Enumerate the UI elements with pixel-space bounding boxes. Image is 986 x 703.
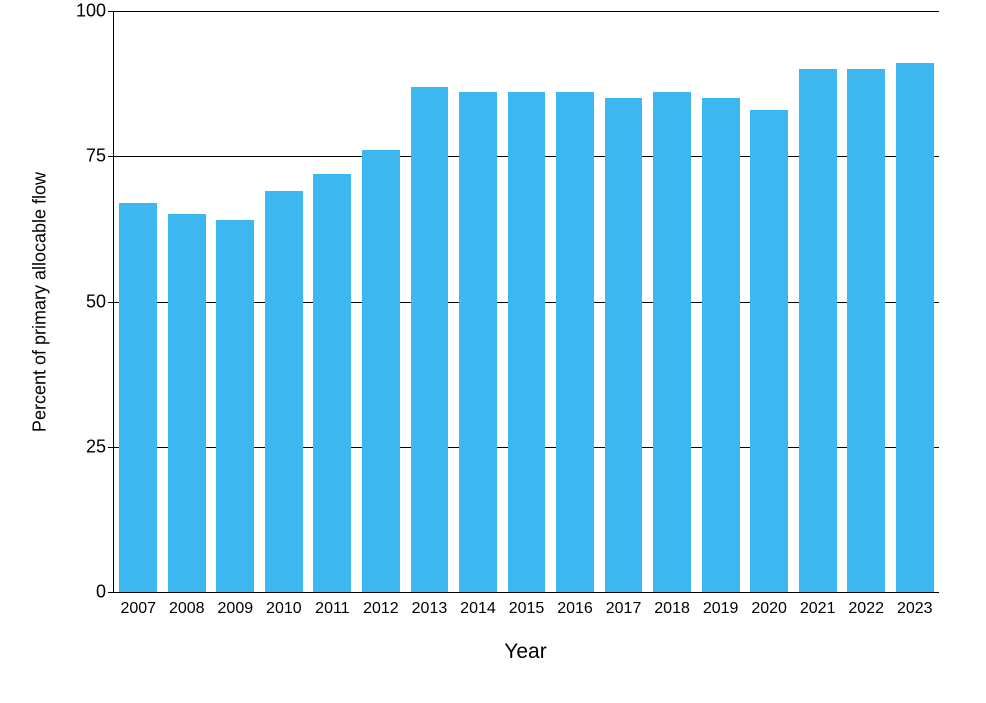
bar [750,110,788,592]
bar [411,87,449,592]
bar [168,214,206,592]
bar [265,191,303,592]
bar [896,63,934,592]
bar [119,203,157,592]
gridline [114,11,939,12]
x-tick-label: 2010 [266,592,302,618]
x-tick-label: 2019 [703,592,739,618]
x-tick-label: 2015 [509,592,545,618]
bar [847,69,885,592]
plot-area: 0255075100200720082009201020112012201320… [113,11,939,593]
x-tick-label: 2021 [800,592,836,618]
y-tick-label: 0 [96,582,114,603]
y-tick-label: 25 [86,436,114,457]
y-axis-title: Percent of primary allocable flow [30,171,51,431]
bar [799,69,837,592]
x-tick-label: 2020 [751,592,787,618]
x-axis-title: Year [504,640,546,664]
chart-container: 0 25 50 75 100 2007 2008 2009 2010 2011 2012 2013 20… [0,0,986,703]
bar [459,92,497,592]
bar [702,98,740,592]
y-tick-label: 50 [86,291,114,312]
bar [653,92,691,592]
x-tick-label: 2008 [169,592,205,618]
x-tick-label: 2023 [897,592,933,618]
x-tick-label: 2022 [848,592,884,618]
x-tick-label: 2012 [363,592,399,618]
x-tick-label: 2009 [218,592,254,618]
bar [362,150,400,592]
y-tick-label: 75 [86,146,114,167]
bar [313,174,351,592]
x-tick-label: 2016 [557,592,593,618]
bar [216,220,254,592]
x-tick-label: 2011 [315,592,349,618]
x-tick-label: 2014 [460,592,496,618]
x-tick-label: 2013 [412,592,448,618]
x-tick-label: 2017 [606,592,642,618]
bar [508,92,546,592]
y-tick-label: 100 [76,1,114,22]
x-tick-label: 2018 [654,592,690,618]
bar [605,98,643,592]
x-tick-label: 2007 [120,592,156,618]
bar [556,92,594,592]
